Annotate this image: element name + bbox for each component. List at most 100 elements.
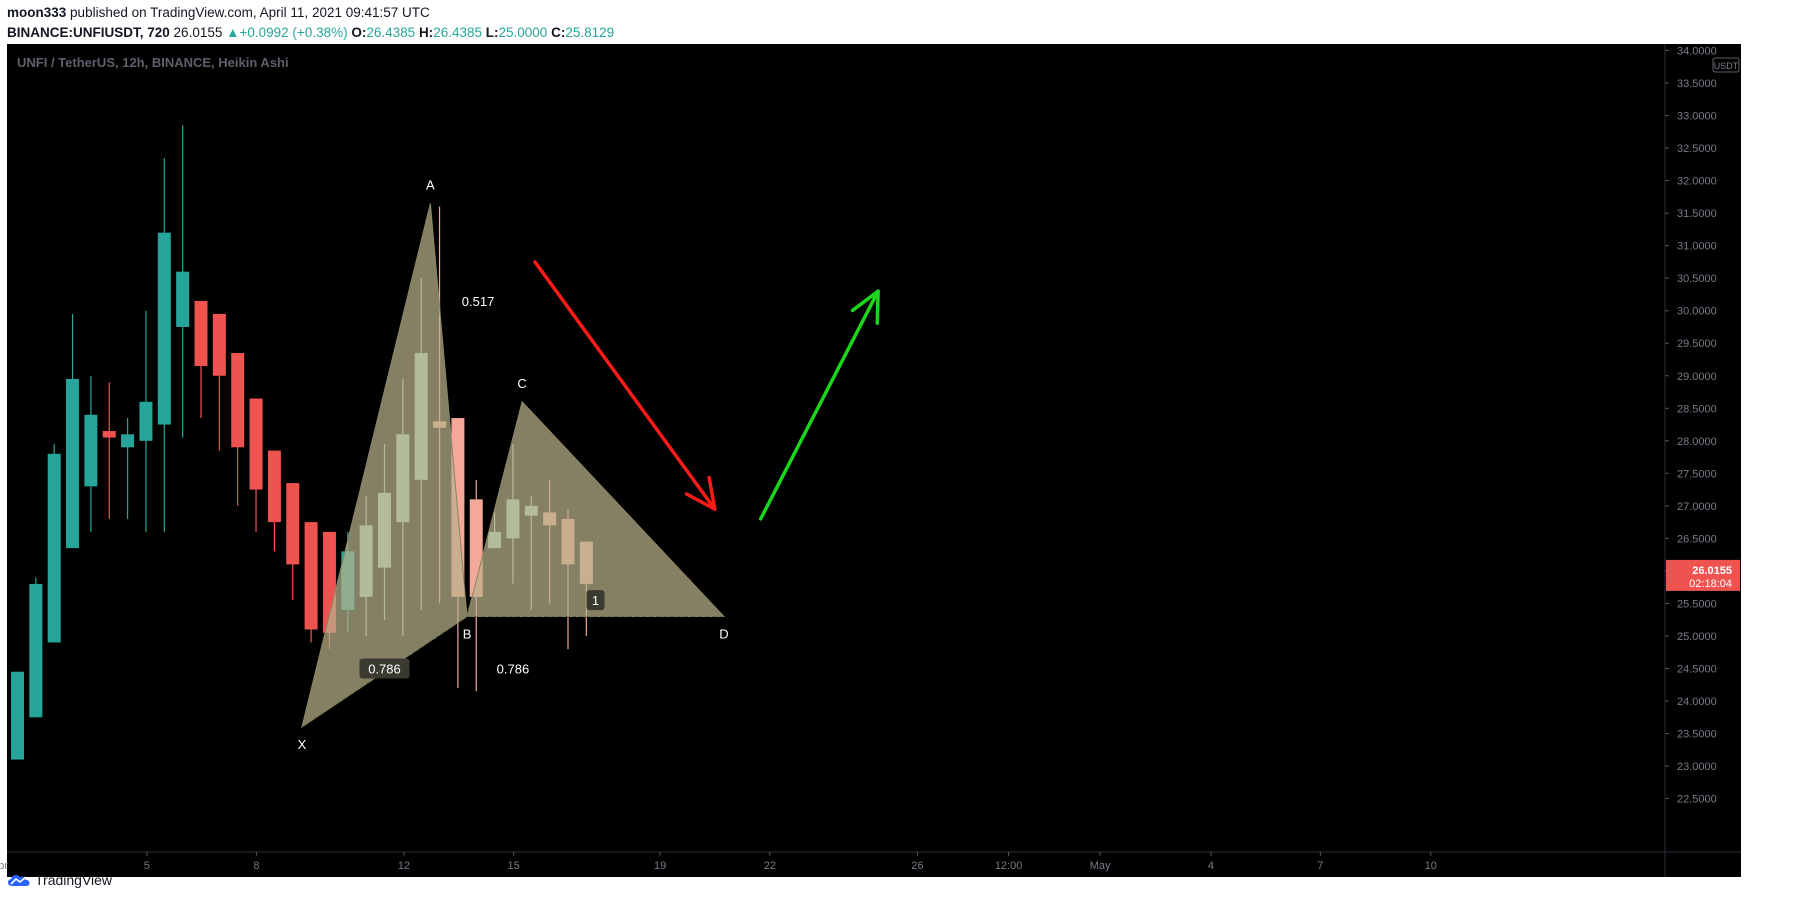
arrow-shaft	[758, 289, 880, 521]
chart-background	[7, 44, 1741, 877]
price-tick-label: 32.5000	[1677, 143, 1717, 155]
symbol-label: BINANCE:UNFIUSDT, 720	[7, 25, 170, 40]
candle-body[interactable]	[176, 271, 190, 327]
countdown-label: 02:18:04	[1689, 578, 1732, 590]
candle-body[interactable]	[102, 431, 116, 438]
price-tick-label: 30.5000	[1677, 273, 1717, 285]
close-value: 25.8129	[565, 25, 615, 40]
candle-body[interactable]	[84, 414, 98, 487]
price-tick-label: 24.5000	[1677, 663, 1717, 675]
open-label: O:	[351, 25, 367, 40]
pattern-ratio-label: 0.786	[359, 658, 410, 679]
up-arrow[interactable]	[758, 289, 880, 521]
candle-body[interactable]	[121, 434, 135, 448]
candle-body[interactable]	[286, 483, 300, 565]
last-price-tag	[1666, 559, 1740, 591]
tradingview-cloud-icon	[8, 875, 30, 886]
last-price: 26.0155	[173, 25, 223, 40]
arrow-head	[875, 289, 880, 325]
pattern-point-label: B	[463, 626, 472, 641]
time-tick-label: May	[1090, 860, 1111, 872]
currency-box	[1712, 57, 1740, 73]
time-tick-label: 15	[508, 860, 520, 872]
price-tick-label: 24.0000	[1677, 696, 1717, 708]
chart-title: UNFI / TetherUS, 12h, BINANCE, Heikin As…	[17, 55, 289, 70]
price-tick-label: 27.5000	[1677, 468, 1717, 480]
currency-label[interactable]: USDT	[1714, 61, 1739, 71]
pattern-ratio-label: 0.786	[497, 661, 530, 676]
ratio-value: 0.517	[462, 294, 495, 309]
price-tick-label: 26.5000	[1677, 533, 1717, 545]
price-tick-label: 23.0000	[1677, 761, 1717, 773]
time-tick-label: 7	[1317, 860, 1323, 872]
author-name[interactable]: moon333	[7, 5, 67, 20]
time-tick-label: 26	[911, 860, 923, 872]
time-tick-label: 22	[764, 860, 776, 872]
price-tick-label: 23.5000	[1677, 729, 1717, 741]
price-tick-label: 28.5000	[1677, 403, 1717, 415]
price-tick-label: 25.5000	[1677, 598, 1717, 610]
time-tick-label: 19	[654, 860, 666, 872]
close-label: C:	[551, 25, 566, 40]
price-tick-label: 30.0000	[1677, 306, 1717, 318]
arrow-shaft	[533, 260, 717, 511]
price-change: +0.0992 (+0.38%)	[239, 25, 348, 40]
candle-body[interactable]	[139, 401, 153, 441]
low-value: 25.0000	[498, 25, 548, 40]
published-text: published on TradingView.com, April 11, …	[70, 5, 430, 20]
pattern-point-label: C	[517, 376, 526, 391]
time-tick-label: 12	[398, 860, 410, 872]
open-value: 26.4385	[366, 25, 416, 40]
ratio-box	[359, 658, 410, 679]
price-tick-label: 27.0000	[1677, 501, 1717, 513]
arrow-head	[684, 492, 717, 511]
high-label: H:	[418, 25, 434, 40]
low-label: L:	[485, 25, 499, 40]
pattern-point-label: D	[719, 626, 728, 641]
price-tick-label: 33.5000	[1677, 78, 1717, 90]
price-tick-label: 33.0000	[1677, 111, 1717, 123]
pattern-point-label: X	[298, 737, 307, 752]
down-arrow[interactable]	[533, 260, 717, 511]
price-tick-label: 22.5000	[1677, 794, 1717, 806]
candle-body[interactable]	[157, 232, 171, 425]
chart-header: moon333 published on TradingView.com, Ap…	[0, 0, 1816, 48]
ratio-value: 0.786	[368, 661, 401, 676]
candle-body[interactable]	[249, 398, 263, 490]
candle-body[interactable]	[47, 453, 61, 643]
high-value: 26.4385	[433, 25, 482, 40]
symbol-line: BINANCE:UNFIUSDT, 720 26.0155 ▲+0.0992 (…	[7, 25, 614, 40]
ratio-box	[586, 590, 605, 611]
ratio-value: 0.786	[497, 661, 530, 676]
footer-brand-label: TradingView	[35, 872, 113, 888]
change-arrow-icon: ▲	[226, 25, 240, 40]
arrow-head	[850, 289, 880, 313]
time-tick-label: 10	[1425, 860, 1437, 872]
footer-brand[interactable]: TradingView	[7, 870, 112, 890]
candle-body[interactable]	[29, 583, 43, 718]
candle-body[interactable]	[11, 671, 24, 760]
price-tick-label: 29.5000	[1677, 338, 1717, 350]
price-tick-label: 32.0000	[1677, 176, 1717, 188]
time-tick-label: 8	[253, 860, 259, 872]
time-tick-label: Apr	[0, 860, 8, 872]
candle-body[interactable]	[194, 300, 208, 366]
pattern-ratio-label: 1	[586, 590, 605, 611]
ratio-value: 1	[592, 593, 599, 608]
candle-body[interactable]	[304, 522, 318, 630]
time-tick-label: 4	[1208, 860, 1214, 872]
price-tick-label: 31.5000	[1677, 208, 1717, 220]
candle-body[interactable]	[212, 313, 226, 376]
candle-body[interactable]	[66, 379, 80, 549]
candle-body[interactable]	[231, 352, 245, 448]
candle-body[interactable]	[267, 450, 281, 523]
publish-line: moon333 published on TradingView.com, Ap…	[7, 5, 430, 20]
price-tick-label: 31.0000	[1677, 241, 1717, 253]
price-tick-label: 28.0000	[1677, 436, 1717, 448]
price-tick-label: 29.0000	[1677, 371, 1717, 383]
price-tick-label: 25.0000	[1677, 631, 1717, 643]
price-tick-label: 34.0000	[1677, 46, 1717, 58]
pattern-ratio-label: 0.517	[462, 294, 495, 309]
arrow-head	[707, 475, 717, 511]
